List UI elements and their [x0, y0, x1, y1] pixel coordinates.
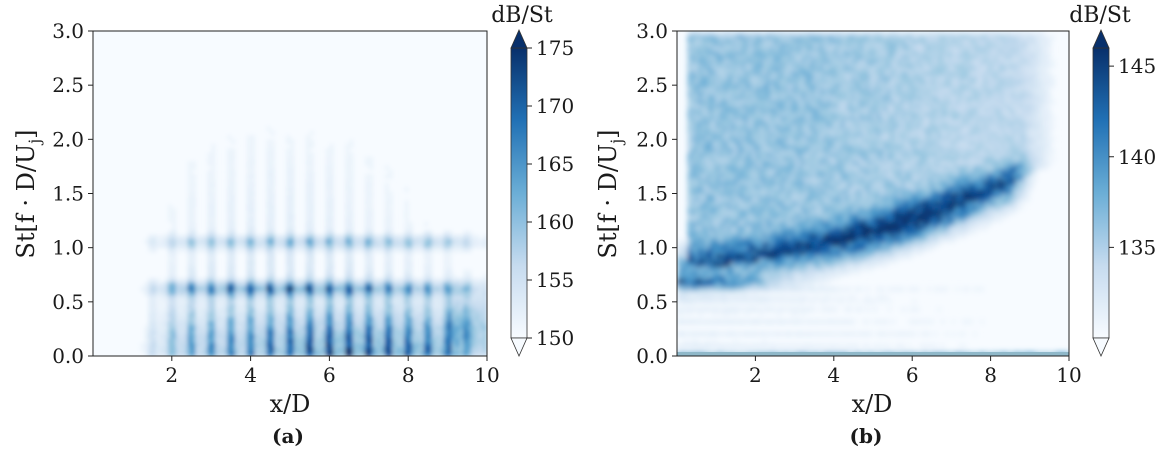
panel-b-colorbar-top-extend	[1092, 29, 1110, 49]
y-tick-label: 0.5	[52, 290, 84, 314]
y-tick-label: 2.5	[636, 73, 668, 97]
colorbar-tick-label: 160	[536, 210, 574, 234]
panel-b-colorbar-ticks: 135 140 145	[1109, 54, 1156, 259]
panel-b-baseline-band	[677, 352, 1069, 356]
panel-b-axes: 2 4 6 8 10 0.0 0.5 1.0 1.5 2.0 2.5 3.0	[636, 19, 1082, 387]
x-tick-label: 6	[906, 363, 919, 387]
x-tick-label: 2	[165, 363, 178, 387]
panel-b-xlabel: x/D	[852, 390, 893, 418]
colorbar-tick-label: 150	[536, 326, 574, 350]
panel-a-colorbar	[510, 47, 528, 339]
x-tick-label: 8	[402, 363, 415, 387]
panel-a-heatmap	[140, 126, 487, 356]
panel-a-colorbar-label: dB/St	[491, 3, 553, 28]
x-tick-label: 10	[1056, 363, 1081, 387]
panel-b-colorbar-label: dB/St	[1069, 3, 1131, 28]
y-tick-label: 2.0	[52, 127, 84, 151]
y-tick-label: 3.0	[636, 19, 668, 43]
colorbar-tick-label: 135	[1118, 235, 1156, 259]
y-tick-label: 1.0	[636, 236, 668, 260]
colorbar-tick-label: 145	[1118, 54, 1156, 78]
panel-a-colorbar-ticks: 150 155 160 165 170 175	[527, 36, 574, 350]
panel-a: 2 4 6 8 10 0.0 0.5 1.0 1.5 2.0 2.5 3.0 x/D St[f · D…	[12, 3, 574, 448]
panel-b: 2 4 6 8 10 0.0 0.5 1.0 1.5 2.0 2.5 3.0 x/D St[f · D…	[594, 3, 1156, 448]
x-tick-label: 8	[984, 363, 997, 387]
y-tick-label: 3.0	[52, 19, 84, 43]
panel-b-colorbar	[1092, 47, 1110, 339]
x-tick-label: 6	[323, 363, 336, 387]
x-tick-label: 4	[244, 363, 257, 387]
x-tick-label: 10	[474, 363, 499, 387]
y-tick-label: 1.0	[52, 236, 84, 260]
colorbar-tick-label: 155	[536, 268, 574, 292]
x-tick-label: 2	[749, 363, 762, 387]
panel-a-axes: 2 4 6 8 10 0.0 0.5 1.0 1.5 2.0 2.5 3.0	[52, 19, 500, 387]
y-tick-label: 1.5	[636, 182, 668, 206]
colorbar-tick-label: 175	[536, 36, 574, 60]
panel-b-heatmap	[677, 31, 1069, 356]
panel-a-colorbar-top-extend	[510, 29, 528, 49]
colorbar-tick-label: 140	[1118, 145, 1156, 169]
panel-b-ylabel: St[f · D/Uj]	[594, 129, 626, 258]
panel-b-colorbar-bottom-extend	[1092, 337, 1110, 357]
panel-a-colorbar-bottom-extend	[510, 337, 528, 357]
colorbar-tick-label: 170	[536, 94, 574, 118]
y-tick-label: 1.5	[52, 182, 84, 206]
y-tick-label: 2.0	[636, 127, 668, 151]
x-tick-label: 4	[827, 363, 840, 387]
panel-a-xlabel: x/D	[270, 390, 311, 418]
panel-a-caption: (a)	[272, 424, 304, 448]
panel-b-caption: (b)	[850, 424, 883, 448]
y-tick-label: 0.0	[636, 344, 668, 368]
y-tick-label: 2.5	[52, 73, 84, 97]
y-tick-label: 0.5	[636, 290, 668, 314]
y-tick-label: 0.0	[52, 344, 84, 368]
panel-a-ylabel: St[f · D/Uj]	[12, 129, 44, 258]
colorbar-tick-label: 165	[536, 152, 574, 176]
